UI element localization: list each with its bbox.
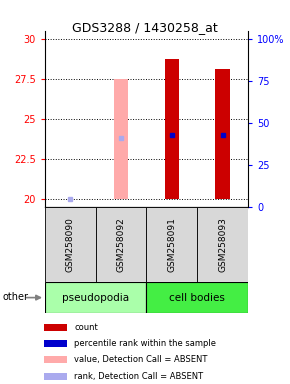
Bar bbox=[44, 372, 67, 380]
Text: GSM258090: GSM258090 bbox=[66, 217, 75, 272]
Bar bbox=[44, 340, 67, 347]
Bar bbox=[146, 282, 248, 313]
Bar bbox=[45, 207, 96, 282]
Text: GSM258091: GSM258091 bbox=[167, 217, 176, 272]
Text: pseudopodia: pseudopodia bbox=[62, 293, 129, 303]
Text: rank, Detection Call = ABSENT: rank, Detection Call = ABSENT bbox=[74, 372, 203, 381]
Bar bbox=[44, 324, 67, 331]
Text: count: count bbox=[74, 323, 98, 332]
Text: GSM258093: GSM258093 bbox=[218, 217, 227, 272]
Text: percentile rank within the sample: percentile rank within the sample bbox=[74, 339, 216, 348]
Text: cell bodies: cell bodies bbox=[169, 293, 225, 303]
Text: other: other bbox=[3, 292, 29, 302]
Text: value, Detection Call = ABSENT: value, Detection Call = ABSENT bbox=[74, 355, 208, 364]
Bar bbox=[114, 79, 128, 199]
Bar bbox=[96, 207, 146, 282]
Bar bbox=[44, 356, 67, 363]
Bar bbox=[197, 207, 248, 282]
Text: GDS3288 / 1430258_at: GDS3288 / 1430258_at bbox=[72, 21, 218, 34]
Bar bbox=[165, 59, 179, 199]
Bar bbox=[215, 69, 230, 199]
Bar bbox=[146, 207, 197, 282]
Bar bbox=[45, 282, 146, 313]
Text: GSM258092: GSM258092 bbox=[117, 217, 126, 272]
